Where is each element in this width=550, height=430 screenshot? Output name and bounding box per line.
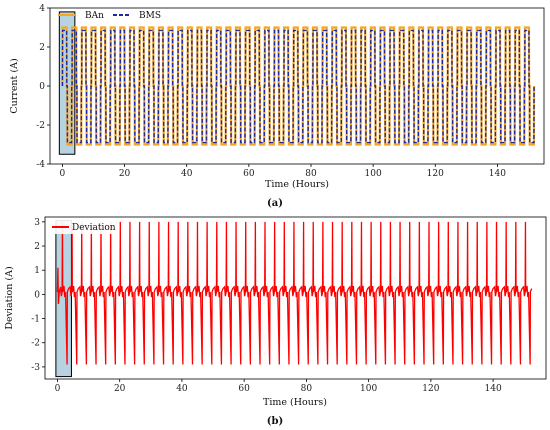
y-tick-label-b: 1 xyxy=(34,266,40,276)
y-tick-label-b: -2 xyxy=(31,339,40,349)
x-tick-label-a: 140 xyxy=(489,169,506,179)
y-tick-label-b: -1 xyxy=(31,315,40,325)
series-line-deviation xyxy=(56,221,533,365)
y-tick-label-a: -2 xyxy=(36,121,45,131)
x-tick-label-a: 60 xyxy=(243,169,255,179)
x-tick-label-a: 120 xyxy=(427,169,444,179)
panel-a: 0 20 40 60 80 100 120 140 -4 -2 0 2 4 Time (Hours) C… xyxy=(9,4,545,209)
x-tick-label-a: 20 xyxy=(119,169,131,179)
x-tick-label-b: 0 xyxy=(55,384,61,394)
legend-label-bms: BMS xyxy=(139,11,161,21)
x-axis-label-a: Time (Hours) xyxy=(265,179,329,190)
y-tick-label-a: 4 xyxy=(39,4,45,14)
caption-a: (a) xyxy=(267,198,283,209)
y-tick-label-b: -3 xyxy=(31,363,40,373)
x-tick-label-b: 80 xyxy=(301,384,313,394)
y-tick-label-b: 2 xyxy=(34,242,40,252)
x-tick-label-a: 40 xyxy=(181,169,193,179)
legend-a: BAn BMS xyxy=(58,11,161,21)
legend-label-ban: BAn xyxy=(85,11,104,21)
x-tick-label-b: 120 xyxy=(422,384,439,394)
y-tick-label-b: 0 xyxy=(34,290,40,300)
x-tick-label-a: 0 xyxy=(60,169,66,179)
x-tick-label-a: 100 xyxy=(365,169,382,179)
x-tick-label-b: 40 xyxy=(176,384,188,394)
y-axis-label-a: Current (A) xyxy=(9,58,20,113)
y-tick-label-a: 0 xyxy=(39,82,45,92)
y-axis-label-b: Deviation (A) xyxy=(4,266,15,329)
series-line-bms xyxy=(61,29,535,144)
plot-frame-b xyxy=(44,216,547,380)
x-tick-label-b: 140 xyxy=(485,384,502,394)
x-tick-label-b: 100 xyxy=(360,384,377,394)
legend-box-b xyxy=(50,220,112,234)
legend-label-deviation: Deviation xyxy=(72,223,116,233)
y-tick-label-b: 3 xyxy=(34,218,40,228)
caption-b: (b) xyxy=(267,416,283,427)
x-tick-label-b: 60 xyxy=(238,384,250,394)
x-tick-label-a: 80 xyxy=(305,169,317,179)
y-tick-label-a: -4 xyxy=(36,160,45,170)
y-tick-label-a: 2 xyxy=(39,43,45,53)
x-tick-label-b: 20 xyxy=(114,384,126,394)
legend-b: Deviation xyxy=(50,220,116,234)
panel-b: 0 20 40 60 80 100 120 140 -3 -2 -1 0 1 2 3 Time (Hours… xyxy=(4,216,547,427)
x-axis-label-b: Time (Hours) xyxy=(263,397,327,408)
